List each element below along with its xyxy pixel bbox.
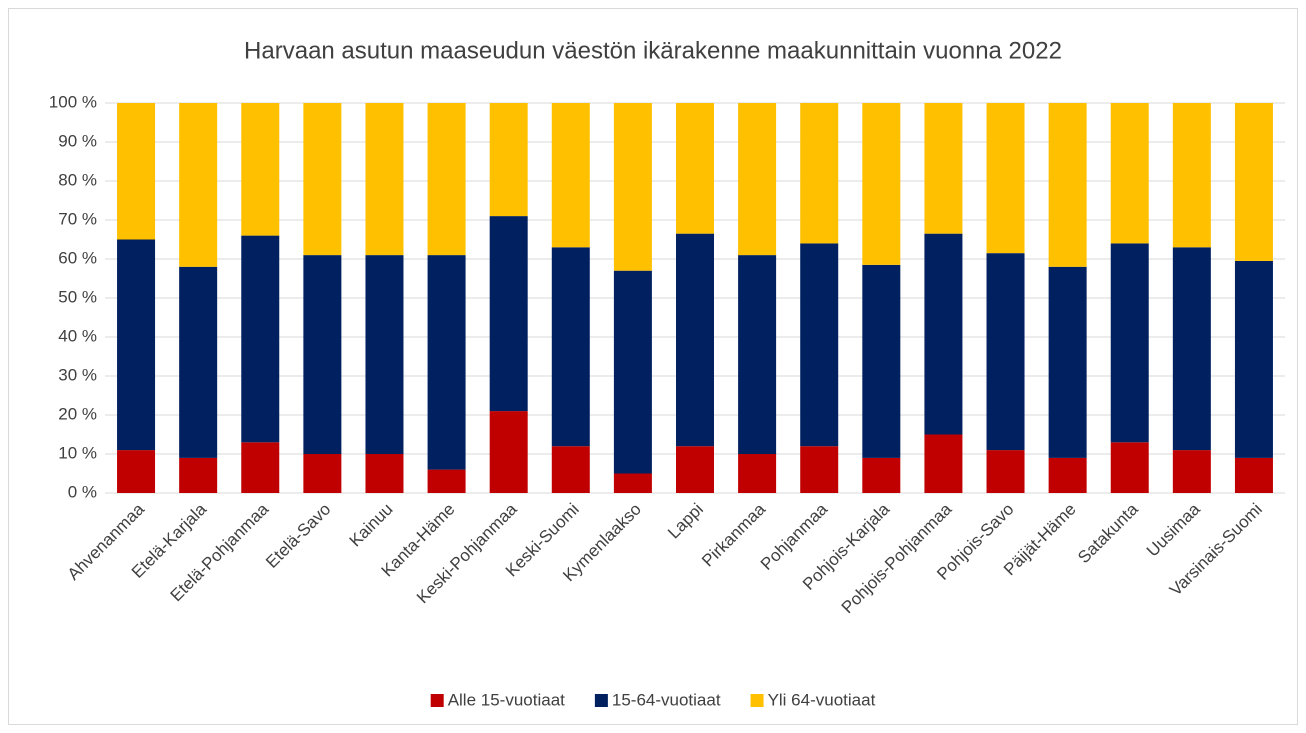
bar-segment: [365, 103, 404, 256]
bar-segment: [179, 457, 218, 493]
bar-segment: [862, 457, 901, 493]
bar-segment: [924, 233, 963, 435]
bar-segment: [489, 411, 528, 493]
y-tick-label: 40 %: [58, 326, 97, 345]
bar-segment: [1172, 247, 1211, 451]
bar-segment: [427, 469, 466, 493]
y-tick-label: 10 %: [58, 443, 97, 462]
bar-segment: [1110, 243, 1149, 443]
bar-segment: [179, 103, 218, 267]
bar-segment: [489, 103, 528, 217]
bar-segment: [862, 103, 901, 265]
bar-segment: [676, 233, 714, 447]
bar-segment: [1048, 457, 1087, 493]
bar-segment: [551, 247, 590, 447]
bar-segment: [551, 446, 590, 493]
bar-segment: [738, 255, 777, 454]
bar-segment: [551, 103, 590, 248]
legend-label: Yli 64-vuotiaat: [768, 690, 876, 709]
legend-swatch: [750, 694, 764, 707]
bar-segment: [924, 103, 963, 234]
bar-segment: [427, 255, 466, 470]
bar-segment: [117, 239, 156, 451]
bar-segment: [738, 103, 777, 256]
bar-segment: [800, 103, 839, 244]
bar-segment: [613, 473, 652, 493]
legend-swatch: [594, 694, 608, 707]
bar-segment: [676, 103, 714, 234]
bar-segment: [862, 264, 901, 458]
bar-segment: [676, 446, 714, 493]
bar-segment: [986, 450, 1025, 493]
bar-segment: [986, 103, 1025, 254]
bar-segment: [924, 434, 963, 493]
y-tick-label: 100 %: [49, 92, 97, 111]
bar-segment: [1048, 266, 1087, 458]
bar-segment: [1048, 103, 1087, 267]
bar-segment: [365, 255, 404, 454]
bar-segment: [613, 103, 652, 271]
bar-segment: [1172, 450, 1211, 493]
bar-segment: [1234, 103, 1273, 261]
bar-segment: [303, 103, 342, 256]
bar-segment: [241, 235, 280, 443]
legend-label: 15-64-vuotiaat: [612, 690, 721, 709]
bar-segment: [800, 243, 839, 447]
bar-segment: [117, 450, 156, 493]
bar-segment: [1234, 457, 1273, 493]
bar-segment: [303, 255, 342, 454]
bar-segment: [1172, 103, 1211, 248]
bar-segment: [303, 454, 342, 493]
bar-segment: [1234, 260, 1273, 458]
y-tick-label: 70 %: [58, 209, 97, 228]
bar-segment: [738, 454, 777, 493]
bar-segment: [986, 253, 1025, 451]
y-tick-label: 80 %: [58, 170, 97, 189]
bar-segment: [613, 270, 652, 474]
y-tick-label: 50 %: [58, 287, 97, 306]
bar-segment: [427, 103, 466, 256]
y-tick-label: 90 %: [58, 131, 97, 150]
bar-segment: [117, 103, 156, 240]
y-tick-label: 0 %: [68, 482, 97, 501]
y-tick-label: 30 %: [58, 365, 97, 384]
bar-segment: [489, 216, 528, 412]
bar-segment: [1110, 103, 1149, 244]
bar-segment: [800, 446, 839, 493]
bar-segment: [241, 442, 280, 493]
y-tick-label: 60 %: [58, 248, 97, 267]
y-tick-label: 20 %: [58, 404, 97, 423]
bar-segment: [365, 454, 404, 493]
chart-title: Harvaan asutun maaseudun väestön ikärake…: [244, 37, 1062, 64]
bar-segment: [179, 266, 218, 458]
legend-swatch: [430, 694, 444, 707]
legend-label: Alle 15-vuotiaat: [448, 690, 565, 709]
bar-segment: [1110, 442, 1149, 493]
bar-segment: [241, 103, 280, 236]
